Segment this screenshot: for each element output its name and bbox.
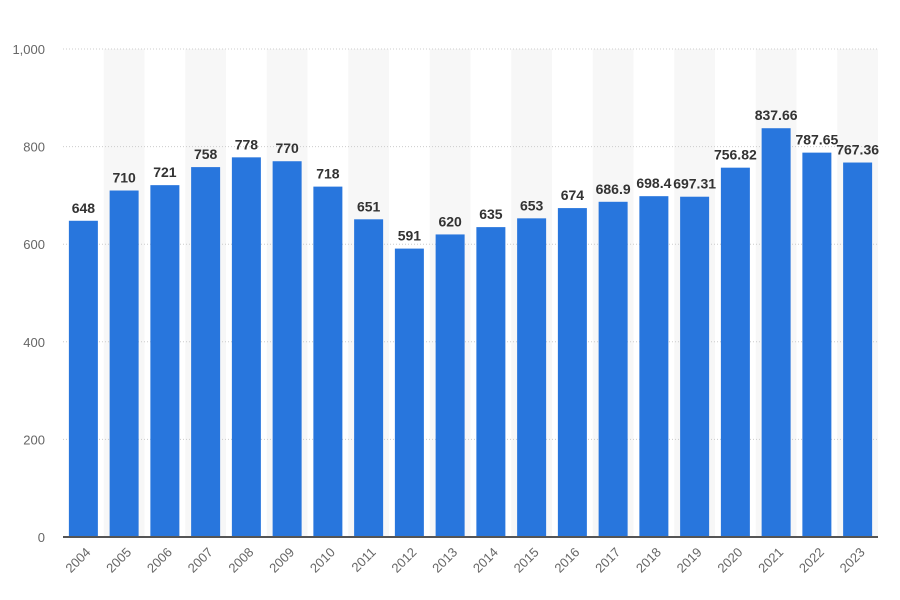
bar-2011[interactable] xyxy=(354,219,384,537)
x-tick-label: 2007 xyxy=(185,545,216,576)
y-tick-label: 400 xyxy=(23,335,45,350)
x-tick-label: 2011 xyxy=(348,545,378,575)
data-label: 837.66 xyxy=(755,107,798,123)
x-tick-label: 2006 xyxy=(144,545,175,576)
x-tick-label: 2010 xyxy=(307,545,338,576)
x-tick-label: 2009 xyxy=(266,545,297,576)
bar-2012[interactable] xyxy=(394,248,424,538)
bar-2013[interactable] xyxy=(435,234,465,537)
data-label: 756.82 xyxy=(714,147,757,163)
x-tick-label: 2008 xyxy=(225,545,256,576)
data-label: 591 xyxy=(398,228,422,244)
data-label: 710 xyxy=(112,170,136,186)
x-tick-label: 2015 xyxy=(511,545,542,576)
bar-2017[interactable] xyxy=(598,201,628,538)
x-tick-label: 2012 xyxy=(388,545,419,576)
bar-2022[interactable] xyxy=(802,152,832,537)
x-axis-ticks: 2004 2005 2006 2007 2008 2009 2010 2011 2012 2013… xyxy=(62,545,867,576)
x-tick-label: 2019 xyxy=(674,545,705,576)
data-label: 648 xyxy=(72,200,96,216)
bar-2020[interactable] xyxy=(720,167,750,537)
bars xyxy=(68,128,873,538)
y-tick-label: 1,000 xyxy=(12,42,45,57)
data-label: 653 xyxy=(520,197,544,213)
data-label: 721 xyxy=(153,164,177,180)
bar-2014[interactable] xyxy=(476,227,506,537)
data-label: 787.65 xyxy=(795,132,838,148)
bar-2023[interactable] xyxy=(843,162,873,537)
y-tick-label: 200 xyxy=(23,432,45,447)
bar-2016[interactable] xyxy=(557,208,587,537)
x-tick-label: 2016 xyxy=(551,545,582,576)
data-labels: 648 710 721 758 778 770 718 651 591 620 635 653 674 6… xyxy=(72,107,880,243)
bar-2006[interactable] xyxy=(150,185,180,538)
bar-2010[interactable] xyxy=(313,186,343,537)
data-label: 635 xyxy=(479,206,503,222)
data-label: 697.31 xyxy=(673,176,716,192)
bar-2005[interactable] xyxy=(109,190,139,537)
x-tick-label: 2020 xyxy=(714,545,745,576)
bar-2007[interactable] xyxy=(191,167,221,537)
bar-2021[interactable] xyxy=(761,128,791,537)
y-tick-label: 800 xyxy=(23,140,45,155)
bar-2004[interactable] xyxy=(68,220,98,537)
x-tick-label: 2022 xyxy=(796,545,827,576)
y-tick-label: 600 xyxy=(23,237,45,252)
bar-2008[interactable] xyxy=(231,157,261,537)
data-label: 758 xyxy=(194,146,218,162)
x-tick-label: 2013 xyxy=(429,545,460,576)
bar-2015[interactable] xyxy=(517,218,547,537)
data-label: 620 xyxy=(438,213,462,229)
data-label: 698.4 xyxy=(636,175,671,191)
data-label: 778 xyxy=(235,136,259,152)
y-axis-ticks: 0 200 400 600 800 1,000 xyxy=(12,42,45,545)
x-tick-label: 2017 xyxy=(592,545,623,576)
data-label: 686.9 xyxy=(596,181,631,197)
x-tick-label: 2021 xyxy=(755,545,786,576)
bar-2009[interactable] xyxy=(272,161,302,538)
data-label: 674 xyxy=(561,187,585,203)
x-tick-label: 2004 xyxy=(62,545,93,576)
y-tick-label: 0 xyxy=(38,530,45,545)
x-tick-label: 2014 xyxy=(470,545,501,576)
data-label: 718 xyxy=(316,166,340,182)
bar-2019[interactable] xyxy=(680,196,710,538)
x-tick-label: 2018 xyxy=(633,545,664,576)
x-tick-label: 2005 xyxy=(103,545,134,576)
bar-2018[interactable] xyxy=(639,196,669,538)
x-tick-label: 2023 xyxy=(837,545,868,576)
data-label: 651 xyxy=(357,198,381,214)
data-label: 770 xyxy=(275,140,299,156)
data-label: 767.36 xyxy=(836,142,879,158)
